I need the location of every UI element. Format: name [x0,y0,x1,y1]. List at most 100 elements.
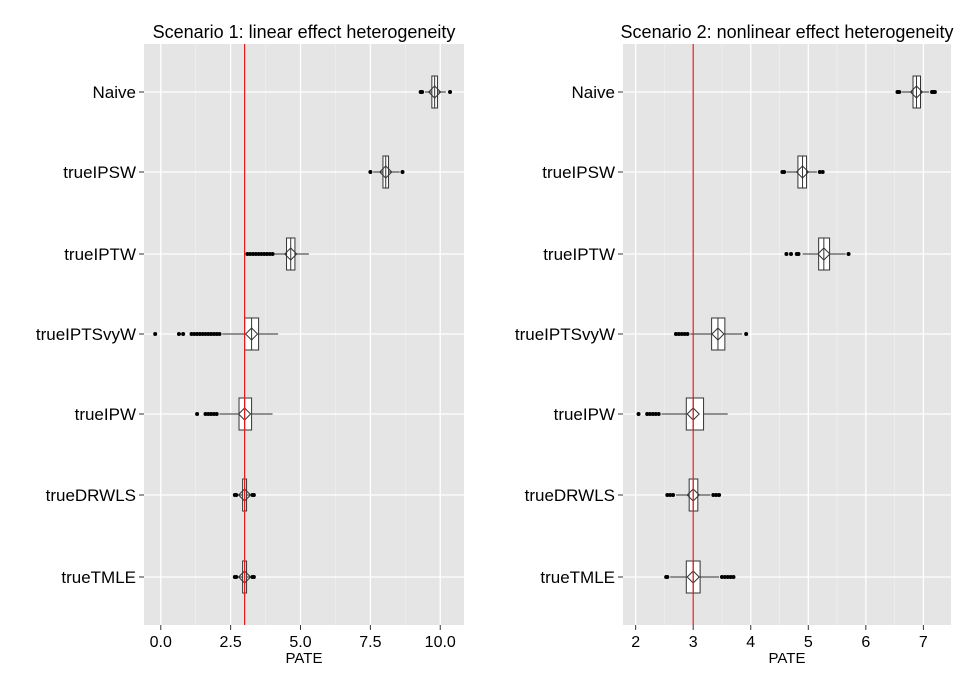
y-tick-label: trueDRWLS [46,486,136,505]
mean-diamond [795,165,810,179]
outlier-point [181,332,186,336]
x-tick-label: 6 [861,634,870,651]
outlier-point [897,90,902,94]
y-tick-label: trueIPTW [543,245,615,264]
x-axis-label: PATE [286,650,323,667]
outlier-point [782,170,787,174]
outlier-point [744,332,749,336]
outlier-point [731,575,736,579]
box-Naive [418,75,453,109]
outlier-point [234,575,239,579]
outlier-point [653,412,658,416]
x-tick-label: 5.0 [289,634,311,651]
mean-diamond [817,247,831,261]
x-tick-label: 2 [631,634,640,651]
outlier-point [645,412,650,416]
outlier-point [214,332,219,336]
outlier-point [253,252,258,256]
outlier-point [400,170,405,174]
y-tick-label: Naive [93,83,136,102]
outlier-point [784,252,789,256]
y-tick-label: trueIPTSvyW [36,325,136,344]
outlier-point [256,252,261,256]
outlier-point [259,252,264,256]
outlier-point [671,493,676,497]
y-tick-label: trueTMLE [540,568,615,587]
outlier-point [189,332,194,336]
outlier-point [211,332,216,336]
outlier-point [234,493,239,497]
outlier-point [203,412,208,416]
x-tick-label: 7.5 [359,634,381,651]
outlier-point [685,332,690,336]
y-tick-label: trueIPSW [542,163,615,182]
outlier-point [932,90,937,94]
outlier-point [217,332,222,336]
y-tick-label: trueIPTSvyW [515,325,615,344]
mean-diamond [244,327,259,341]
outlier-point [368,170,373,174]
y-tick-label: trueIPW [554,405,615,424]
outlier-point [668,493,673,497]
outlier-point [728,575,733,579]
outlier-point [679,332,684,336]
x-axis-label: PATE [769,650,806,667]
outlier-point [176,332,181,336]
mean-diamond [379,165,393,179]
outlier-point [796,252,801,256]
outlier-point [682,332,687,336]
box-trueIPTW [245,237,309,271]
outlier-point [192,332,197,336]
outlier-point [251,493,256,497]
chart-title: Scenario 2: nonlinear effect heterogenei… [621,22,954,42]
outlier-point [676,332,681,336]
outlier-point [203,332,208,336]
y-tick-label: Naive [572,83,615,102]
outlier-point [251,575,256,579]
chart-title: Scenario 1: linear effect heterogeneity [153,22,456,42]
outlier-point [267,252,272,256]
y-tick-label: trueIPW [75,405,136,424]
outlier-point [264,252,269,256]
box-trueIPSW [780,155,825,189]
x-tick-label: 7 [919,634,928,651]
outlier-point [717,493,722,497]
outlier-point [195,412,200,416]
x-tick-label: 4 [746,634,755,651]
outlier-point [725,575,730,579]
y-tick-label: trueDRWLS [525,486,615,505]
outlier-point [195,332,200,336]
outlier-point [200,332,205,336]
box-Naive [895,75,937,109]
outlier-point [817,170,822,174]
y-tick-label: trueIPTW [64,245,136,264]
outlier-point [197,332,202,336]
outlier-point [722,575,727,579]
mean-diamond [427,85,442,99]
outlier-point [420,90,425,94]
outlier-point [245,252,250,256]
outlier-point [248,252,253,256]
outlier-point [789,252,794,256]
y-tick-label: trueTMLE [61,568,136,587]
outlier-point [270,252,275,256]
outlier-point [250,252,255,256]
x-tick-label: 0.0 [150,634,172,651]
panel-2: Naive trueIPSW trueIPTW trueIPTSvyW trueIPW t… [515,22,954,667]
x-tick-label: 5 [804,634,813,651]
outlier-point [262,252,267,256]
x-tick-label: 3 [689,634,698,651]
outlier-point [636,412,641,416]
outlier-point [448,90,453,94]
outlier-point [711,493,716,497]
box-trueIPSW [368,155,405,189]
outlier-point [209,332,214,336]
y-tick-label: trueIPSW [63,163,136,182]
mean-diamond [284,247,298,261]
panel-1: Naive trueIPSW trueIPTW trueIPTSvyW trueIPW t… [36,22,464,667]
outlier-point [153,332,158,336]
outlier-point [719,575,724,579]
outlier-point [656,412,661,416]
outlier-point [214,412,219,416]
